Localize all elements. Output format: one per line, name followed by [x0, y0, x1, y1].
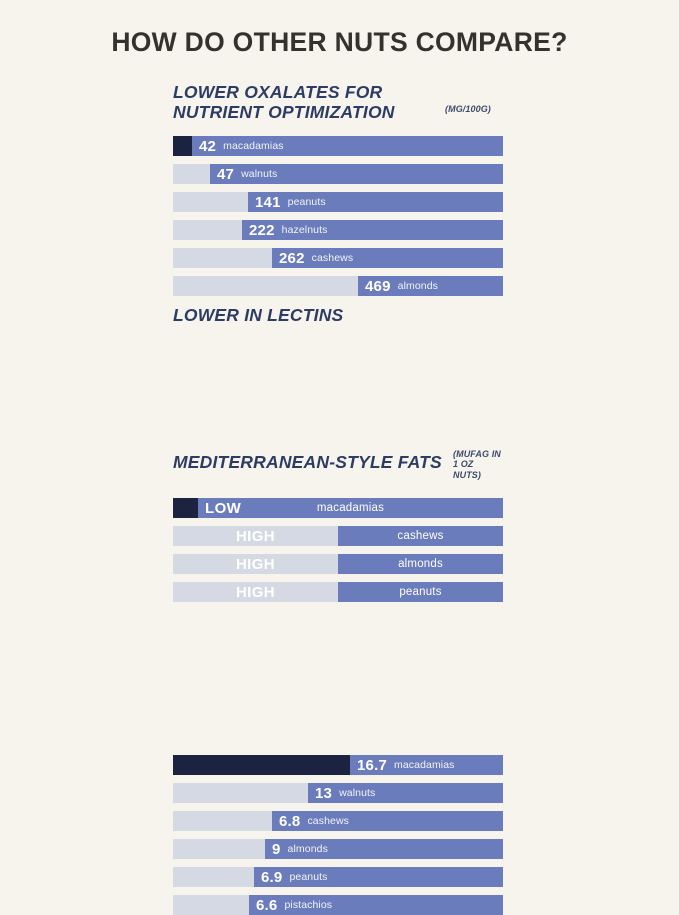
bar-segment: almonds — [338, 554, 503, 574]
section-lectins: LOWER IN LECTINS — [173, 305, 503, 325]
bar-label: walnuts — [241, 168, 278, 180]
bar-segment: 469 almonds — [358, 276, 503, 296]
bar-label: macadamias — [316, 502, 385, 514]
section-oxalates-heading-line1: LOWER OXALATES FOR — [173, 82, 383, 102]
bar-label: macadamias — [394, 759, 455, 771]
bar-label: cashews — [397, 530, 444, 542]
bar-segment: macadamias — [198, 498, 503, 518]
table-row[interactable]: 6.9 peanuts — [173, 867, 503, 887]
bar-value: 6.9 — [261, 868, 283, 886]
highlight-tip — [173, 136, 192, 156]
bar-segment: 6.8 cashews — [272, 811, 503, 831]
section-oxalates: LOWER OXALATES FOR NUTRIENT OPTIMIZATION… — [173, 82, 503, 122]
bar-segment: 47 walnuts — [210, 164, 503, 184]
bar-label: cashews — [311, 252, 354, 264]
highlight-tip — [173, 498, 198, 518]
section-fats-unit-line2: 1 OZ NUTS) — [453, 459, 481, 480]
bar-label: pistachios — [284, 899, 333, 911]
fats-bar-list: 16.7 macadamias 13 walnuts 6.8 cashews 9… — [173, 755, 503, 915]
table-row[interactable]: 469 almonds — [173, 276, 503, 296]
table-row[interactable]: 42 macadamias — [173, 136, 503, 156]
table-row[interactable]: 6.6 pistachios — [173, 895, 503, 915]
bar-segment: peanuts — [338, 582, 503, 602]
section-fats-heading: MEDITERRANEAN-STYLE FATS (MUFAG IN 1 OZ … — [173, 449, 503, 480]
table-row[interactable]: 47 walnuts — [173, 164, 503, 184]
lectins-bar-list: macadamias LOW cashews HIGH almonds HIGH… — [173, 498, 503, 602]
bar-label: almonds — [398, 558, 443, 570]
bar-segment: 262 cashews — [272, 248, 503, 268]
bar-label: almonds — [287, 843, 328, 855]
bar-segment: 16.7 macadamias — [350, 755, 503, 775]
table-row[interactable]: 222 hazelnuts — [173, 220, 503, 240]
bar-segment: 141 peanuts — [248, 192, 503, 212]
bar-value: 6.6 — [256, 896, 278, 914]
bar-label: peanuts — [287, 196, 326, 208]
list-item[interactable]: almonds HIGH — [173, 554, 503, 574]
bar-value: 469 — [365, 277, 391, 295]
bar-label: almonds — [397, 280, 439, 292]
bar-segment: cashews — [338, 526, 503, 546]
bar-value: 222 — [249, 221, 275, 239]
status-badge: HIGH — [235, 555, 276, 573]
bar-label: macadamias — [223, 140, 284, 152]
table-row[interactable]: 6.8 cashews — [173, 811, 503, 831]
bar-segment: 13 walnuts — [308, 783, 503, 803]
table-row[interactable]: 9 almonds — [173, 839, 503, 859]
bar-value: 262 — [279, 249, 305, 267]
bar-segment: 6.9 peanuts — [254, 867, 503, 887]
list-item[interactable]: cashews HIGH — [173, 526, 503, 546]
status-badge: HIGH — [235, 583, 276, 601]
bar-segment: 6.6 pistachios — [249, 895, 503, 915]
list-item[interactable]: macadamias LOW — [173, 498, 503, 518]
highlight-fill — [173, 755, 350, 775]
status-badge: LOW — [205, 499, 242, 517]
bar-value: 6.8 — [279, 812, 301, 830]
list-item[interactable]: peanuts HIGH — [173, 582, 503, 602]
table-row[interactable]: 262 cashews — [173, 248, 503, 268]
page-title: HOW DO OTHER NUTS COMPARE? — [111, 27, 568, 57]
bar-segment: 42 macadamias — [192, 136, 503, 156]
section-fats-unit-line1: (MUFAG IN — [453, 449, 501, 459]
bar-label: hazelnuts — [281, 224, 328, 236]
infographic-page: HOW DO OTHER NUTS COMPARE? LOWER OXALATE… — [111, 27, 568, 915]
bar-value: 141 — [255, 193, 281, 211]
bar-segment: 222 hazelnuts — [242, 220, 503, 240]
section-oxalates-heading-line2: NUTRIENT OPTIMIZATION — [173, 102, 395, 122]
table-row[interactable]: 141 peanuts — [173, 192, 503, 212]
section-fats: MEDITERRANEAN-STYLE FATS (MUFAG IN 1 OZ … — [173, 449, 503, 480]
bar-value: 16.7 — [357, 756, 387, 774]
oxalates-bar-list: 42 macadamias 47 walnuts 141 peanuts 222… — [173, 136, 503, 296]
bar-value: 9 — [272, 840, 281, 858]
bar-label: peanuts — [289, 871, 328, 883]
section-lectins-heading: LOWER IN LECTINS — [173, 305, 503, 325]
section-oxalates-heading: LOWER OXALATES FOR NUTRIENT OPTIMIZATION… — [173, 82, 503, 122]
bar-segment: 9 almonds — [265, 839, 503, 859]
bar-value: 42 — [199, 137, 217, 155]
section-lectins-heading-line1: LOWER IN LECTINS — [173, 305, 344, 325]
status-badge: HIGH — [235, 527, 276, 545]
bar-value: 13 — [315, 784, 333, 802]
bar-label: walnuts — [339, 787, 376, 799]
bar-label: cashews — [307, 815, 350, 827]
bar-value: 47 — [217, 165, 235, 183]
bar-label: peanuts — [399, 586, 442, 598]
section-oxalates-unit: (MG/100G) — [445, 104, 491, 114]
section-fats-heading-line1: MEDITERRANEAN-STYLE FATS — [173, 452, 442, 472]
table-row[interactable]: 16.7 macadamias — [173, 755, 503, 775]
table-row[interactable]: 13 walnuts — [173, 783, 503, 803]
